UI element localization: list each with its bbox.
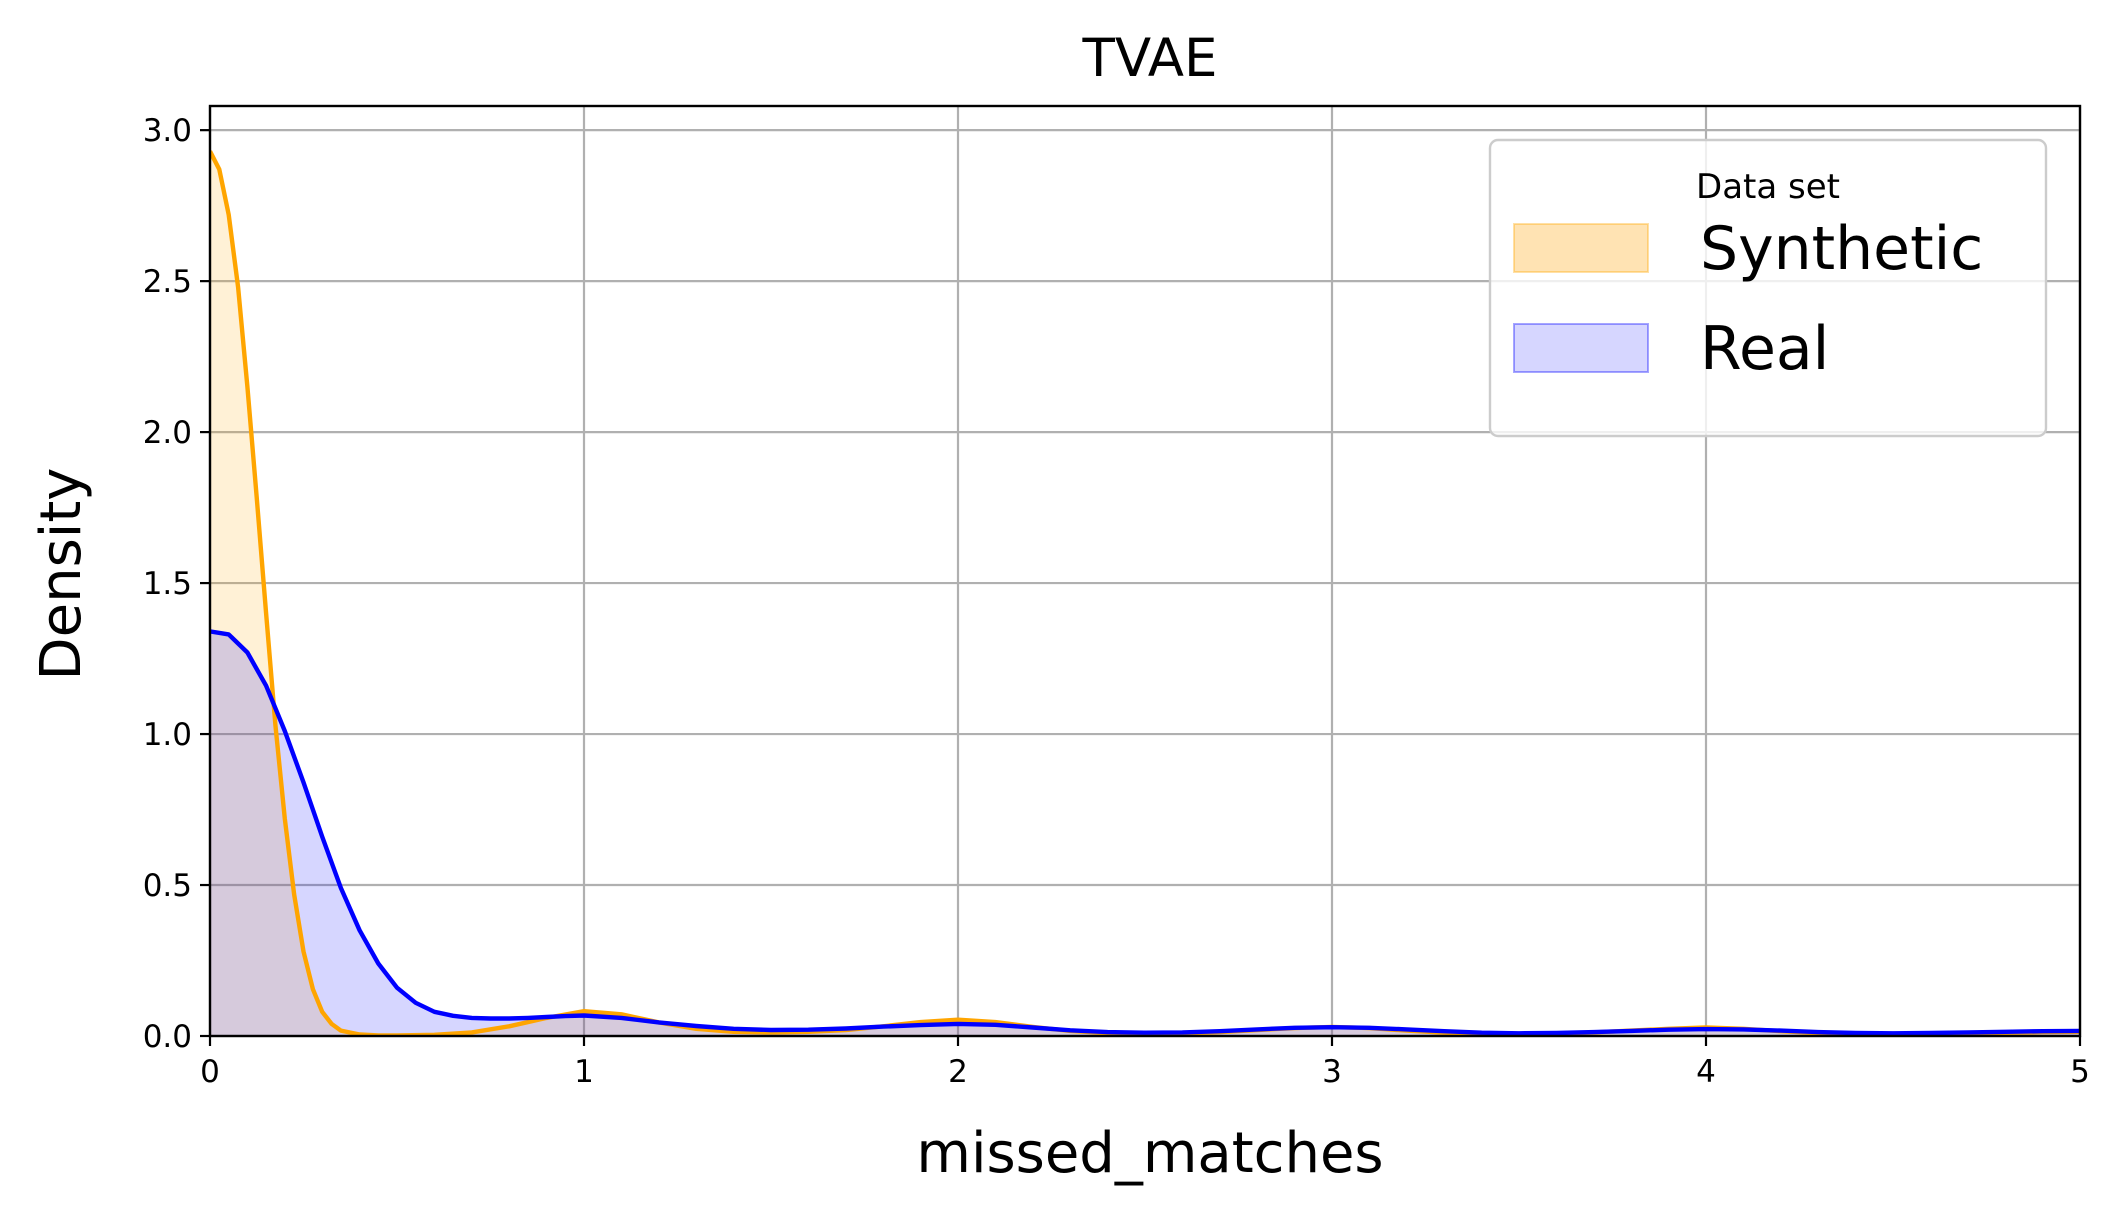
real-density-area — [210, 631, 2080, 1036]
x-tick-label: 1 — [574, 1054, 594, 1090]
plot-frame — [208, 104, 2082, 1038]
y-tick-label: 0.5 — [143, 868, 192, 904]
legend: Data set Synthetic Real — [1488, 138, 2048, 438]
series-group — [210, 150, 2080, 1036]
legend-title: Data set — [1696, 167, 1840, 207]
y-tick-label: 2.0 — [143, 415, 192, 451]
legend-swatch-synthetic — [1513, 223, 1649, 273]
y-tick-label: 1.0 — [143, 717, 192, 753]
x-tick-label: 4 — [1696, 1054, 1716, 1090]
legend-swatch-real — [1513, 323, 1649, 373]
real-density-line — [210, 629, 2080, 1036]
y-tick-label: 1.5 — [143, 566, 192, 602]
x-tick-label: 2 — [948, 1054, 968, 1090]
y-tick-label: 2.5 — [143, 264, 192, 300]
x-axis-label: missed_matches — [916, 1121, 1383, 1186]
x-tick-label: 5 — [2070, 1054, 2090, 1090]
x-tick-label: 3 — [1322, 1054, 1342, 1090]
y-tick-label: 3.0 — [143, 113, 192, 149]
axis-ticks: 0 1 2 3 4 5 0.0 0.5 1.0 1.5 2.0 2.5 3.0 — [143, 113, 2090, 1090]
y-axis-label: Density — [29, 468, 94, 681]
series-layer — [210, 150, 2080, 1036]
legend-entries: Synthetic Real — [1513, 214, 1983, 384]
x-tick-label: 0 — [200, 1054, 220, 1090]
y-tick-label: 0.0 — [143, 1019, 192, 1055]
chart-title: TVAE — [1082, 28, 1218, 89]
legend-label-synthetic: Synthetic — [1700, 214, 1983, 284]
legend-label-real: Real — [1700, 314, 1829, 384]
